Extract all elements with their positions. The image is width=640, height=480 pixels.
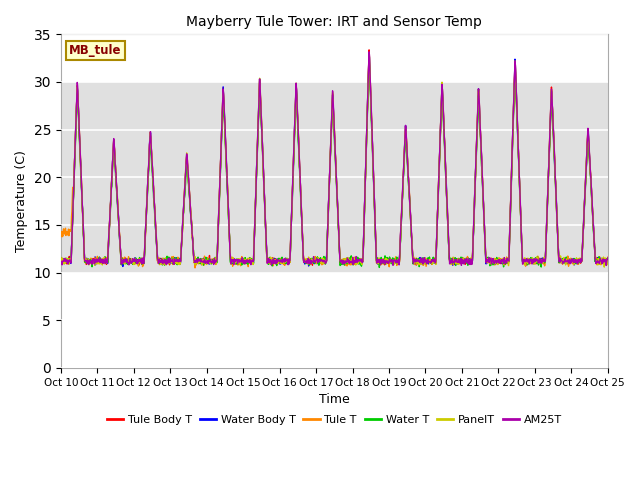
Text: MB_tule: MB_tule xyxy=(69,44,122,57)
Legend: Tule Body T, Water Body T, Tule T, Water T, PanelT, AM25T: Tule Body T, Water Body T, Tule T, Water… xyxy=(102,410,566,429)
Bar xyxy=(61,82,608,273)
Y-axis label: Temperature (C): Temperature (C) xyxy=(15,150,28,252)
X-axis label: Time: Time xyxy=(319,393,349,406)
Title: Mayberry Tule Tower: IRT and Sensor Temp: Mayberry Tule Tower: IRT and Sensor Temp xyxy=(186,15,482,29)
